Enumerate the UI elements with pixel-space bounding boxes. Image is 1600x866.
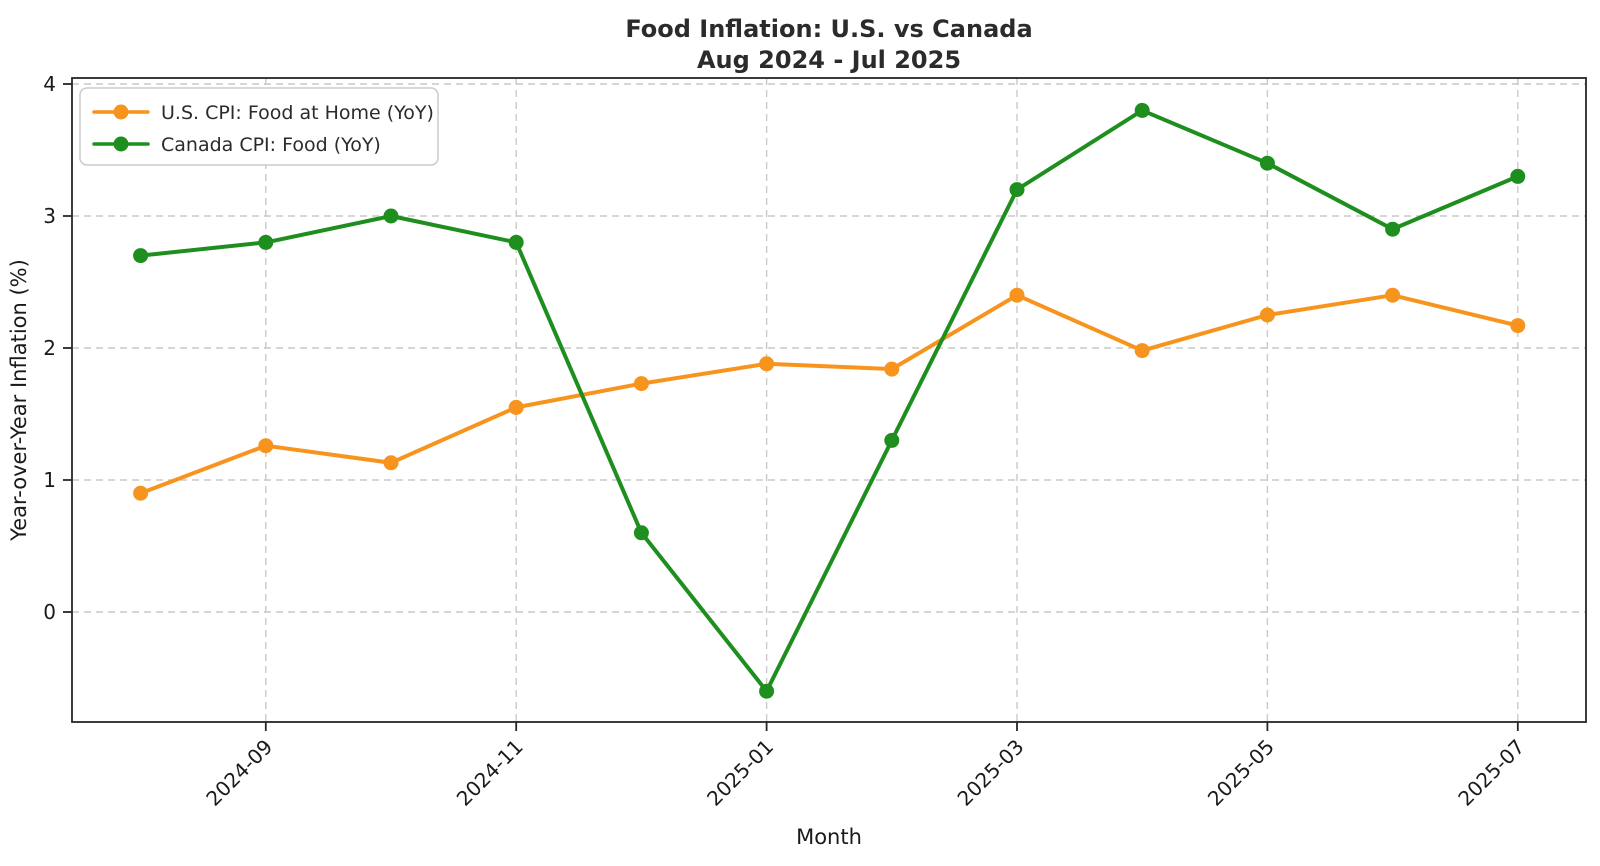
x-tick-label: 2025-07 — [1453, 735, 1529, 811]
data-point-canada-2025-05 — [1259, 155, 1275, 171]
data-series — [133, 102, 1526, 699]
plot-border — [71, 77, 1587, 723]
canada-marker-icon — [113, 136, 129, 152]
x-axis-label: Month — [796, 825, 862, 849]
y-tick-label: 0 — [43, 600, 56, 624]
y-tick-label: 2 — [43, 336, 56, 360]
axes: 0 1 2 3 4 2024-09 2024-11 2025-01 2025-03 2025-05… — [43, 72, 1587, 811]
data-point-canada-2024-12 — [633, 525, 649, 541]
data-point-canada-2024-08 — [133, 248, 149, 264]
data-point-us-2024-10 — [383, 455, 399, 471]
x-tick-label: 2025-01 — [702, 735, 778, 811]
y-axis-label: Year-over-Year Inflation (%) — [7, 259, 31, 542]
legend-label-us: U.S. CPI: Food at Home (YoY) — [161, 102, 434, 124]
legend-label-canada: Canada CPI: Food (YoY) — [161, 134, 381, 156]
data-point-us-2025-04 — [1134, 343, 1150, 359]
data-point-us-2025-05 — [1259, 307, 1275, 323]
legend-item-canada: Canada CPI: Food (YoY) — [92, 134, 381, 156]
data-point-canada-2024-11 — [508, 234, 524, 250]
y-tick-label: 1 — [43, 468, 56, 492]
data-point-canada-2025-04 — [1134, 102, 1150, 118]
chart-title-line1: Food Inflation: U.S. vs Canada — [625, 15, 1032, 43]
series-line-canada — [138, 108, 1520, 694]
data-point-canada-2025-03 — [1009, 182, 1025, 198]
us-marker-icon — [113, 104, 129, 120]
data-point-us-2025-02 — [884, 361, 900, 377]
legend-box — [79, 87, 439, 166]
data-point-canada-2024-09 — [258, 234, 274, 250]
data-point-us-2025-06 — [1385, 287, 1401, 303]
y-tick-label: 3 — [43, 204, 56, 228]
x-tick-label: 2024-09 — [201, 735, 277, 811]
x-tick-label: 2024-11 — [452, 735, 528, 811]
data-point-canada-2025-07 — [1510, 168, 1526, 184]
data-point-us-2024-09 — [258, 438, 274, 454]
chart-title-line2: Aug 2024 - Jul 2025 — [697, 46, 961, 74]
data-point-us-2024-12 — [633, 376, 649, 392]
gridlines — [72, 78, 1586, 722]
data-point-canada-2025-06 — [1385, 221, 1401, 237]
data-point-us-2024-11 — [508, 399, 524, 415]
x-tick-label: 2025-05 — [1203, 735, 1279, 811]
x-tick-label: 2025-03 — [952, 735, 1028, 811]
legend: U.S. CPI: Food at Home (YoY) Canada CPI:… — [79, 87, 439, 166]
data-point-us-2025-01 — [759, 356, 775, 372]
series-line-us — [138, 293, 1520, 496]
data-point-canada-2025-01 — [759, 683, 775, 699]
data-point-canada-2025-02 — [884, 432, 900, 448]
data-point-us-2025-03 — [1009, 287, 1025, 303]
y-tick-label: 4 — [43, 72, 56, 96]
data-point-us-2024-08 — [133, 485, 149, 501]
data-point-canada-2024-10 — [383, 208, 399, 224]
legend-item-us: U.S. CPI: Food at Home (YoY) — [92, 102, 434, 124]
data-point-us-2025-07 — [1510, 318, 1526, 334]
